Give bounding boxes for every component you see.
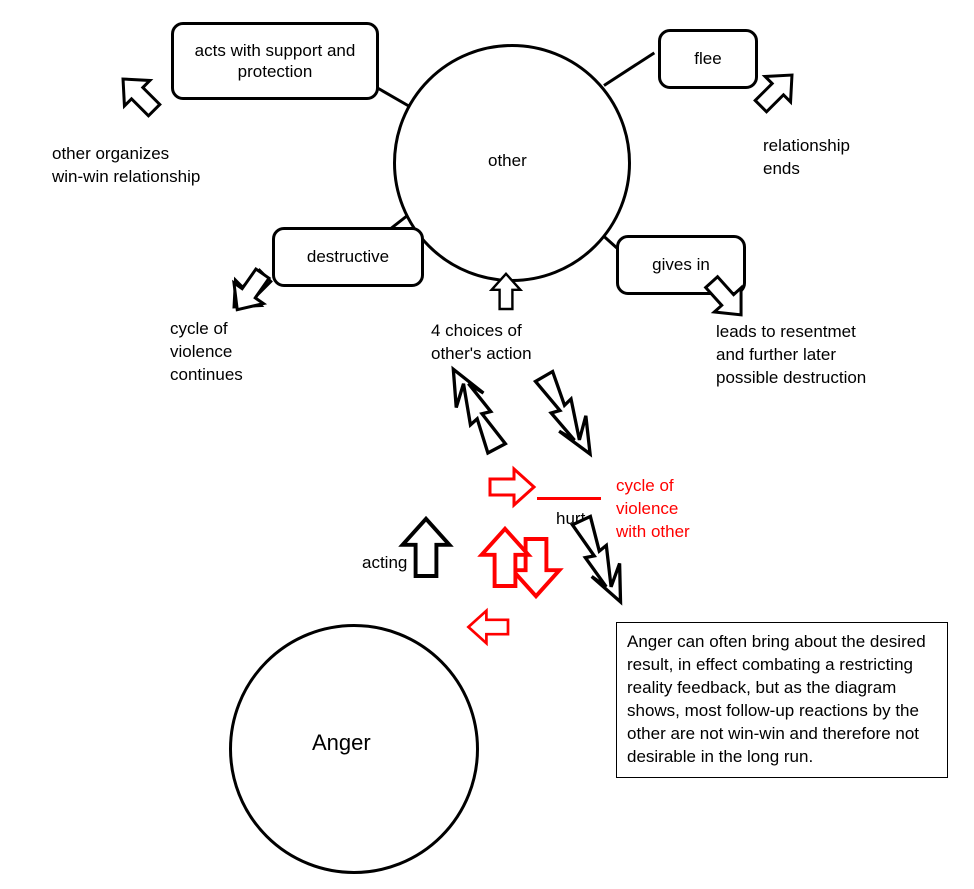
box-support-text: acts with support and protection [186,40,364,83]
red-underline [537,497,601,500]
arrow-tri-down-right-icon [567,414,568,415]
other-label: other [488,150,527,173]
arrow-tri-up-left-icon [475,410,476,411]
label-rel-ends: relationship ends [763,135,850,181]
label-winwin: other organizes win-win relationship [52,143,200,189]
explanatory-textbox: Anger can often bring about the desired … [616,622,948,778]
arrow-hurt-down-icon [601,560,602,561]
label-cycle-red: cycle of violence with other [616,475,690,544]
arrow-red-right-icon [510,487,511,488]
box-destructive: destructive [272,227,424,287]
label-resentment: leads to resentmet and further later pos… [716,321,866,390]
label-four-choices: 4 choices of other's action [431,320,532,366]
arrow-to-resent-icon [725,297,726,298]
explanatory-text: Anger can often bring about the desired … [627,632,926,766]
anger-label: Anger [312,728,371,758]
arrow-four-up-icon [506,293,507,294]
arrow-red-up-icon [505,560,506,561]
arrow-to-winwin-icon [140,96,141,97]
connector-flee [603,52,655,87]
arrow-acting-up-icon [426,550,427,551]
arrow-to-rel-ends-icon [775,92,776,93]
diagram-stage: other Anger acts with support and protec… [0,0,974,889]
label-acting: acting [362,552,407,575]
label-cycle-cont: cycle of violence continues [170,318,243,387]
box-flee: flee [658,29,758,89]
arrow-to-cycle-cont-icon2 [251,290,252,291]
box-givesin-text: gives in [652,254,710,275]
box-support: acts with support and protection [171,22,379,100]
arrow-red-left-icon [490,627,491,628]
box-flee-text: flee [694,48,721,69]
arrow-red-down-icon [536,565,537,566]
box-destructive-text: destructive [307,246,389,267]
